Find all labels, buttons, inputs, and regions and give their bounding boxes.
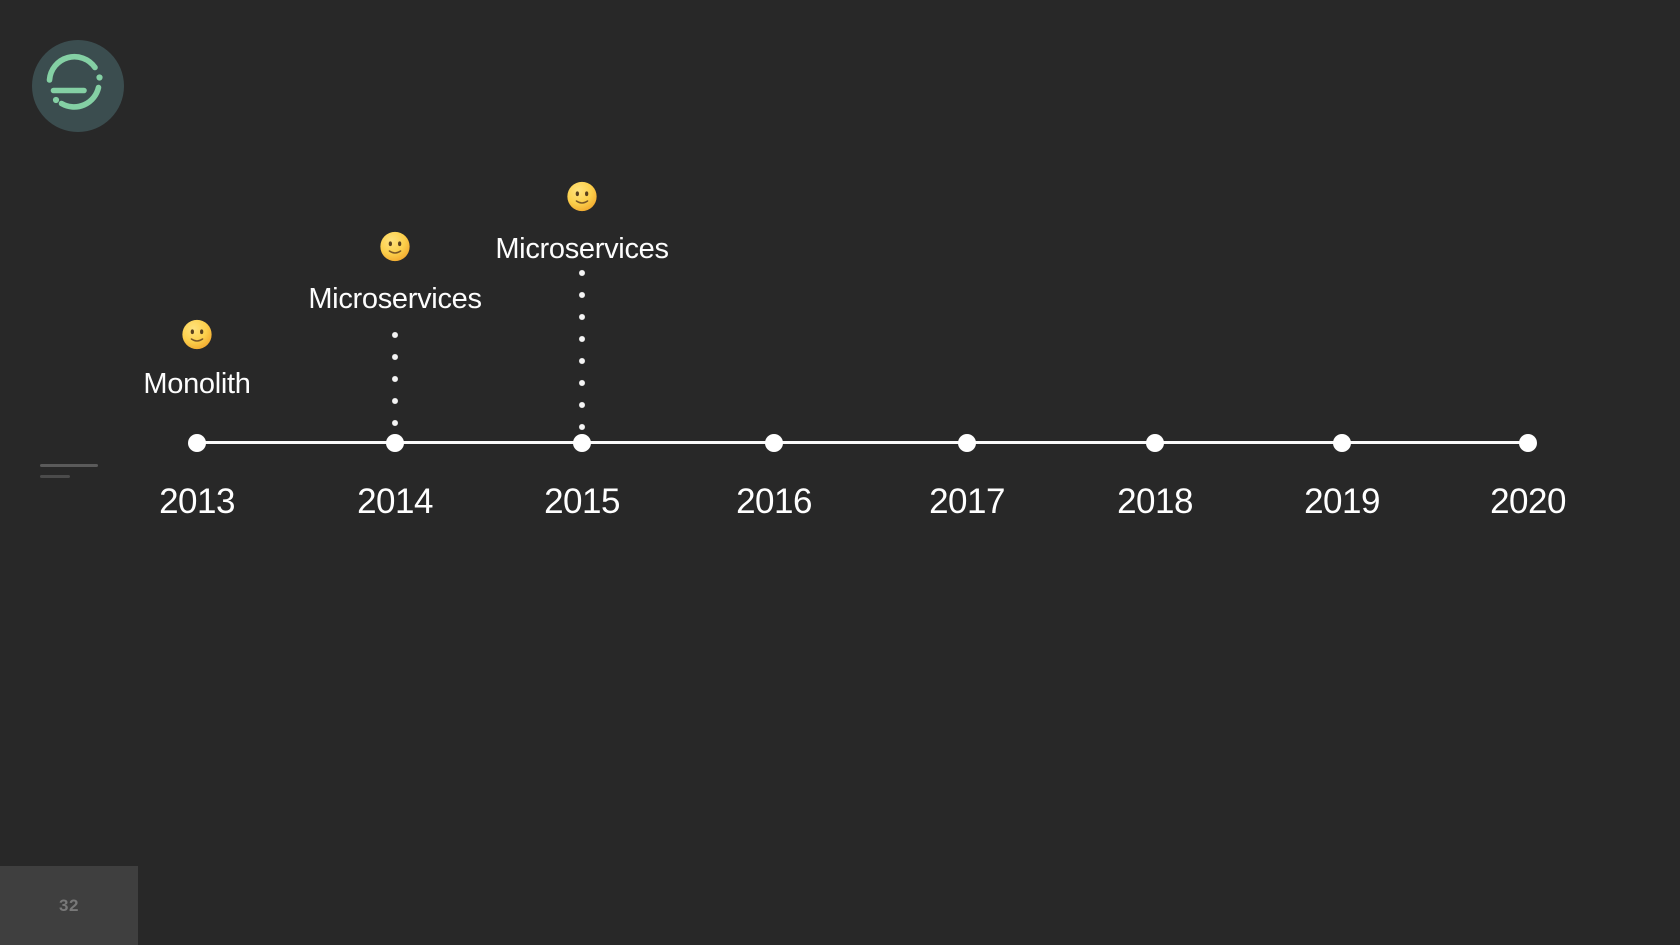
timeline-year: 2018 bbox=[1117, 482, 1193, 521]
slightly-smiling-face-emoji bbox=[567, 181, 597, 212]
slightly-smiling-face-emoji bbox=[380, 231, 410, 262]
timeline-dot-2018 bbox=[1146, 434, 1164, 452]
timeline-dot-2016 bbox=[765, 434, 783, 452]
timeline-dot-2020 bbox=[1519, 434, 1537, 452]
page-number-box: 32 bbox=[0, 866, 138, 945]
timeline-dot-2013 bbox=[188, 434, 206, 452]
page-number: 32 bbox=[59, 895, 79, 915]
timeline-year: 2016 bbox=[736, 482, 812, 521]
decor-dash-short bbox=[40, 475, 70, 478]
timeline-year: 2020 bbox=[1490, 482, 1566, 521]
milestone-label: Microservices bbox=[308, 283, 482, 315]
timeline-year: 2019 bbox=[1304, 482, 1380, 521]
decor-dash-long bbox=[40, 464, 98, 467]
segment-logo-icon bbox=[32, 40, 124, 132]
timeline-year: 2015 bbox=[544, 482, 620, 521]
timeline-dot-2017 bbox=[958, 434, 976, 452]
dotted-connector bbox=[578, 262, 586, 438]
segment-logo bbox=[32, 40, 124, 132]
timeline-dot-2019 bbox=[1333, 434, 1351, 452]
timeline-dot-2015 bbox=[573, 434, 591, 452]
slightly-smiling-face-emoji bbox=[182, 319, 212, 350]
timeline-year: 2017 bbox=[929, 482, 1005, 521]
timeline-dot-2014 bbox=[386, 434, 404, 452]
milestone-label: Monolith bbox=[143, 368, 251, 400]
timeline-year: 2013 bbox=[159, 482, 235, 521]
timeline-line bbox=[197, 441, 1528, 444]
timeline-year: 2014 bbox=[357, 482, 433, 521]
milestone-label: Microservices bbox=[495, 233, 669, 265]
dotted-connector bbox=[391, 324, 399, 434]
